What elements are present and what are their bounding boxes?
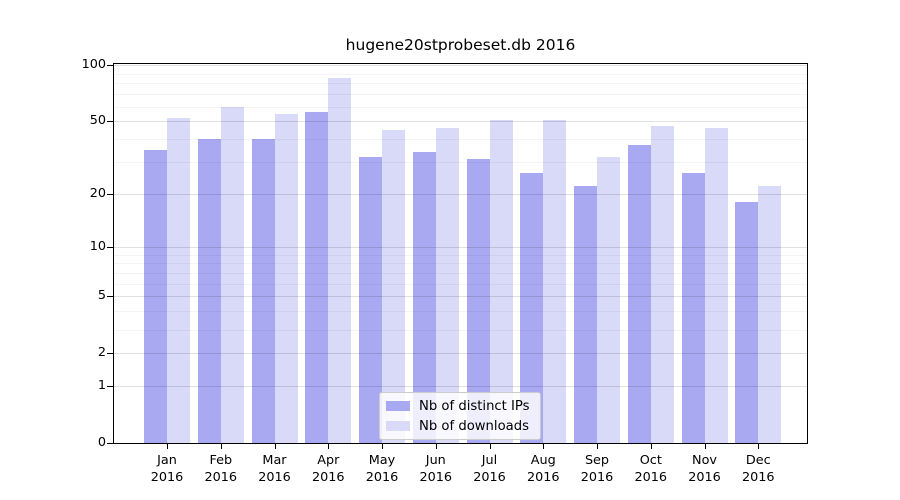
legend-label-distinct-ips: Nb of distinct IPs — [419, 398, 530, 414]
x-axis-label-jul-2016: Jul 2016 — [473, 453, 506, 485]
major-gridline-20 — [114, 193, 807, 195]
major-gridline-50 — [114, 121, 807, 123]
bar-nb-of-downloads-oct-2016 — [650, 126, 674, 443]
bar-nb-of-distinct-ips-feb-2016 — [197, 139, 221, 443]
minor-gridline-30 — [114, 161, 807, 163]
bar-nb-of-downloads-nov-2016 — [704, 127, 728, 443]
x-axis-label-may-2016: May 2016 — [365, 453, 399, 485]
x-axis-label-jun-2016: Jun 2016 — [419, 453, 453, 485]
y-tick-label-2: 2 — [97, 345, 106, 361]
minor-gridline-40 — [114, 139, 807, 140]
legend-item-downloads: Nb of downloads — [386, 418, 530, 434]
y-tick-label-20: 20 — [89, 185, 106, 201]
minor-gridline-70 — [114, 94, 807, 95]
legend-item-distinct-ips: Nb of distinct IPs — [386, 398, 530, 414]
legend-swatch-distinct-ips — [386, 401, 410, 411]
y-tick-mark-1 — [107, 386, 113, 388]
x-tick-mark-feb-2016 — [220, 444, 222, 449]
bar-nb-of-distinct-ips-may-2016 — [359, 156, 382, 443]
bar-nb-of-distinct-ips-jan-2016 — [144, 149, 167, 443]
plot-area: Nb of distinct IPs Nb of downloads — [113, 63, 808, 444]
bar-nb-of-downloads-feb-2016 — [220, 106, 244, 443]
x-axis-label-oct-2016: Oct 2016 — [634, 453, 668, 485]
bar-nb-of-distinct-ips-mar-2016 — [251, 139, 275, 443]
bar-nb-of-downloads-apr-2016 — [328, 78, 352, 443]
x-tick-mark-aug-2016 — [543, 444, 545, 449]
minor-gridline-60 — [114, 106, 807, 108]
y-tick-mark-5 — [107, 296, 113, 298]
major-gridline-10 — [114, 246, 807, 248]
y-tick-label-10: 10 — [89, 238, 106, 254]
x-tick-mark-apr-2016 — [328, 444, 330, 449]
x-axis-label-jan-2016: Jan 2016 — [150, 453, 184, 485]
x-axis-label-sep-2016: Sep 2016 — [580, 453, 614, 485]
legend-label-downloads: Nb of downloads — [419, 418, 529, 434]
bar-nb-of-distinct-ips-apr-2016 — [305, 112, 329, 443]
bar-nb-of-downloads-dec-2016 — [758, 186, 782, 443]
minor-gridline-6 — [114, 283, 807, 285]
bar-nb-of-distinct-ips-dec-2016 — [735, 202, 759, 443]
y-tick-label-1: 1 — [97, 378, 106, 394]
x-tick-mark-nov-2016 — [704, 444, 706, 449]
bar-nb-of-distinct-ips-oct-2016 — [627, 145, 651, 443]
y-tick-label-50: 50 — [89, 113, 106, 129]
legend-swatch-downloads — [386, 421, 410, 431]
y-tick-mark-100 — [107, 65, 113, 67]
minor-gridline-8 — [114, 263, 807, 265]
y-tick-mark-50 — [107, 121, 113, 123]
x-axis-label-dec-2016: Dec 2016 — [742, 453, 775, 485]
major-gridline-1 — [114, 386, 807, 388]
bar-nb-of-downloads-jan-2016 — [167, 118, 190, 443]
chart-title: hugene20stprobeset.db 2016 — [345, 36, 576, 54]
minor-gridline-80 — [114, 83, 807, 85]
minor-gridline-4 — [114, 311, 807, 313]
bar-nb-of-downloads-sep-2016 — [597, 156, 620, 443]
x-tick-mark-jan-2016 — [167, 444, 169, 449]
x-axis-label-nov-2016: Nov 2016 — [688, 453, 721, 485]
x-tick-mark-may-2016 — [382, 444, 384, 449]
y-tick-label-0: 0 — [97, 435, 106, 450]
major-gridline-100 — [114, 65, 807, 67]
bar-nb-of-downloads-aug-2016 — [543, 119, 567, 443]
y-tick-mark-0 — [107, 443, 113, 445]
minor-gridline-90 — [114, 73, 807, 75]
minor-gridline-7 — [114, 272, 807, 274]
legend: Nb of distinct IPs Nb of downloads — [379, 392, 541, 440]
x-tick-mark-mar-2016 — [274, 444, 276, 449]
x-tick-mark-sep-2016 — [597, 444, 599, 449]
x-axis-label-apr-2016: Apr 2016 — [312, 453, 345, 485]
y-tick-label-100: 100 — [81, 57, 106, 73]
x-tick-mark-jun-2016 — [435, 444, 437, 449]
bar-nb-of-downloads-mar-2016 — [274, 113, 298, 443]
minor-gridline-3 — [114, 329, 807, 331]
bar-nb-of-downloads-may-2016 — [382, 129, 405, 443]
major-gridline-2 — [114, 353, 807, 355]
major-gridline-5 — [114, 296, 807, 298]
bar-nb-of-distinct-ips-sep-2016 — [574, 186, 597, 443]
x-tick-mark-oct-2016 — [650, 444, 652, 449]
y-tick-label-5: 5 — [97, 288, 106, 304]
x-axis-label-mar-2016: Mar 2016 — [258, 453, 291, 485]
minor-gridline-9 — [114, 254, 807, 256]
x-axis-label-aug-2016: Aug 2016 — [527, 453, 560, 485]
x-tick-mark-dec-2016 — [758, 444, 760, 449]
x-axis-label-feb-2016: Feb 2016 — [204, 453, 238, 485]
bar-nb-of-distinct-ips-aug-2016 — [520, 173, 544, 443]
y-tick-mark-2 — [107, 353, 113, 355]
bar-nb-of-distinct-ips-nov-2016 — [681, 173, 705, 443]
bar-nb-of-downloads-jul-2016 — [489, 119, 513, 443]
bar-nb-of-distinct-ips-jun-2016 — [412, 151, 436, 443]
x-tick-mark-jul-2016 — [489, 444, 491, 449]
bar-nb-of-downloads-jun-2016 — [435, 127, 459, 443]
y-tick-mark-10 — [107, 246, 113, 248]
y-tick-mark-20 — [107, 193, 113, 195]
bar-nb-of-distinct-ips-jul-2016 — [466, 159, 490, 443]
